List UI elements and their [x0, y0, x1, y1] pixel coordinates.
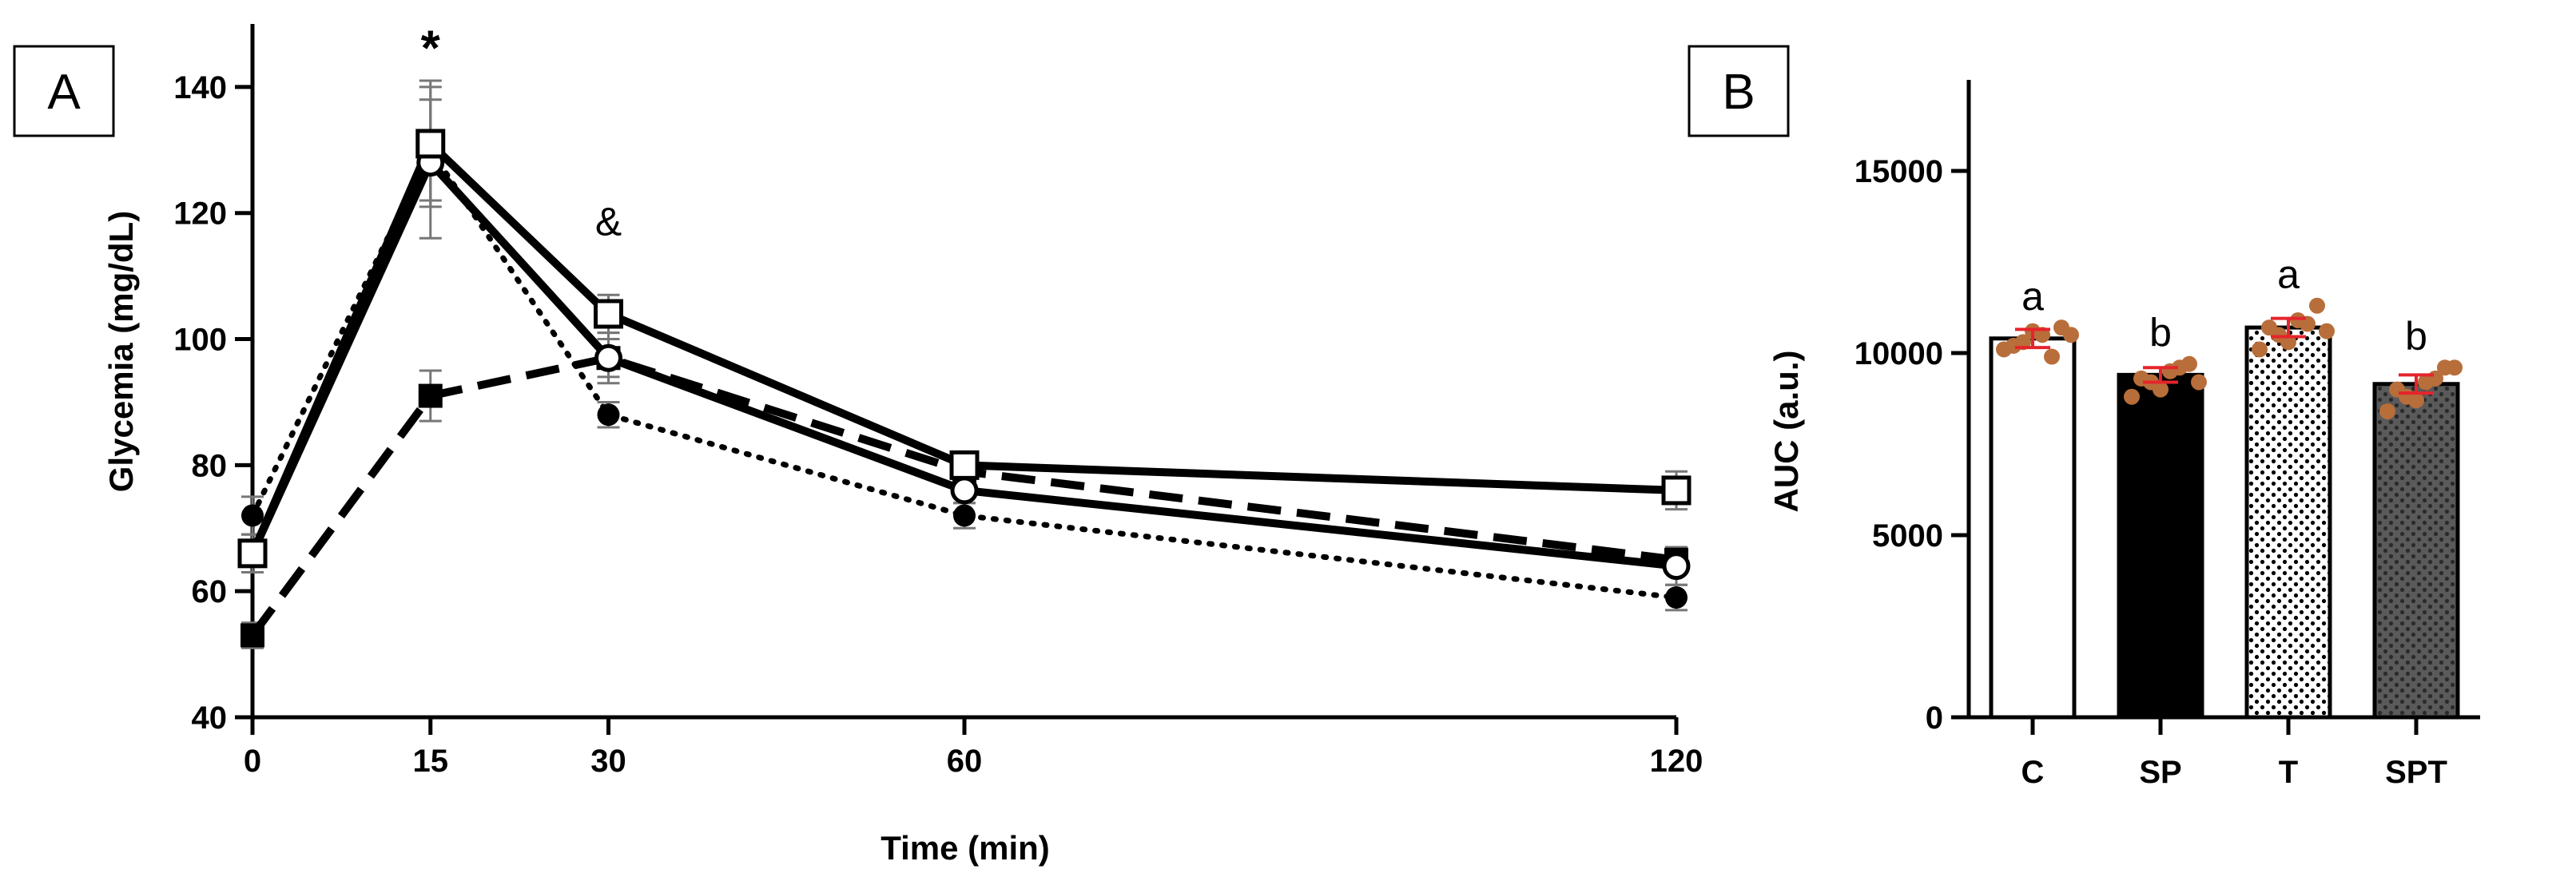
- data-point: [2389, 381, 2405, 398]
- panel-a-x-tick-label: 30: [590, 744, 626, 779]
- significance-letter: b: [2149, 311, 2172, 355]
- series-marker-spt: [953, 504, 976, 527]
- data-point: [2427, 370, 2443, 387]
- series-line-sp: [248, 354, 1677, 638]
- data-point: [2172, 359, 2188, 376]
- panel-a-y-tick-label: 80: [192, 448, 228, 483]
- series-marker-t: [949, 450, 980, 480]
- panel-a: A Glycemia (mg/dL) Time (min) 40 60 80 100 1…: [13, 22, 1703, 867]
- significance-letter: a: [2277, 252, 2300, 297]
- data-point: [2063, 327, 2079, 343]
- series-marker-sp: [241, 623, 264, 648]
- data-point: [2309, 297, 2325, 314]
- panel-b-x-tick-label: C: [2021, 755, 2045, 790]
- panel-b-letter: B: [1722, 65, 1755, 120]
- data-point: [2447, 359, 2463, 376]
- data-point: [2252, 341, 2268, 358]
- panel-a-x-tick-label: 120: [1650, 744, 1703, 779]
- panel-a-annotation: &: [595, 200, 622, 244]
- bar-c: [1989, 336, 2077, 720]
- panel-a-x-tick-label: 0: [244, 744, 261, 779]
- bar-sp: [2117, 372, 2204, 720]
- panel-a-y-tick-label: 100: [173, 323, 227, 358]
- data-point: [2191, 374, 2207, 391]
- panel-b-letter-box: [1688, 45, 1790, 137]
- series-marker-t: [594, 299, 623, 329]
- significance-letter: a: [2021, 274, 2044, 319]
- panel-a-y-tick-label: 60: [192, 574, 228, 609]
- series-marker-spt: [241, 504, 264, 527]
- panel-a-letter-box: [13, 45, 115, 137]
- series-marker-c: [1662, 552, 1691, 581]
- data-point: [2319, 323, 2335, 339]
- series-marker-t: [415, 129, 446, 159]
- bar-t: [2244, 325, 2332, 720]
- data-point: [2379, 403, 2395, 419]
- panel-a-x-tick-label: 60: [947, 744, 983, 779]
- panel-a-y-axis-title: Glycemia (mg/dL): [102, 211, 140, 492]
- series-marker-c: [594, 343, 622, 372]
- panel-b: B AUC (a.u.) 0 5000 10000 15000 Ca SP b Ta SPT b: [1688, 45, 2480, 790]
- panel-b-x-tick-label: SP: [2139, 755, 2181, 790]
- panel-a-annotation: *: [421, 22, 441, 77]
- significance-letter: b: [2405, 314, 2427, 359]
- panel-a-letter: A: [47, 65, 81, 120]
- panel-b-x-tick-label: SPT: [2385, 755, 2447, 790]
- data-point: [2133, 370, 2149, 387]
- data-point: [2006, 337, 2021, 354]
- data-point: [2261, 319, 2277, 336]
- panel-b-y-tick-label: 5000: [1872, 518, 1943, 554]
- series-marker-t: [237, 538, 268, 569]
- panel-b-y-axis-title: AUC (a.u.): [1767, 351, 1805, 513]
- data-point: [2044, 348, 2060, 365]
- series-marker-spt: [597, 403, 620, 427]
- data-point: [2408, 392, 2424, 409]
- panel-b-x-tick-label: T: [2279, 755, 2298, 790]
- series-marker-sp: [418, 383, 443, 408]
- panel-a-x-tick-label: 15: [413, 744, 449, 779]
- panel-b-y-tick-label: 15000: [1854, 154, 1943, 189]
- series-marker-c: [950, 476, 979, 505]
- panel-a-x-axis-title: Time (min): [881, 829, 1050, 867]
- bar-spt: [2372, 382, 2460, 720]
- panel-a-y-tick-label: 120: [173, 196, 227, 232]
- series-marker-spt: [1665, 586, 1688, 609]
- series-marker-t: [1661, 475, 1691, 506]
- panel-a-y-tick-label: 140: [173, 70, 227, 105]
- panel-a-y-tick-label: 40: [192, 700, 228, 736]
- panel-b-y-tick-label: 10000: [1854, 336, 1943, 371]
- panel-b-y-tick-label: 0: [1926, 700, 1943, 736]
- data-point: [2124, 388, 2140, 405]
- data-point: [2153, 381, 2169, 398]
